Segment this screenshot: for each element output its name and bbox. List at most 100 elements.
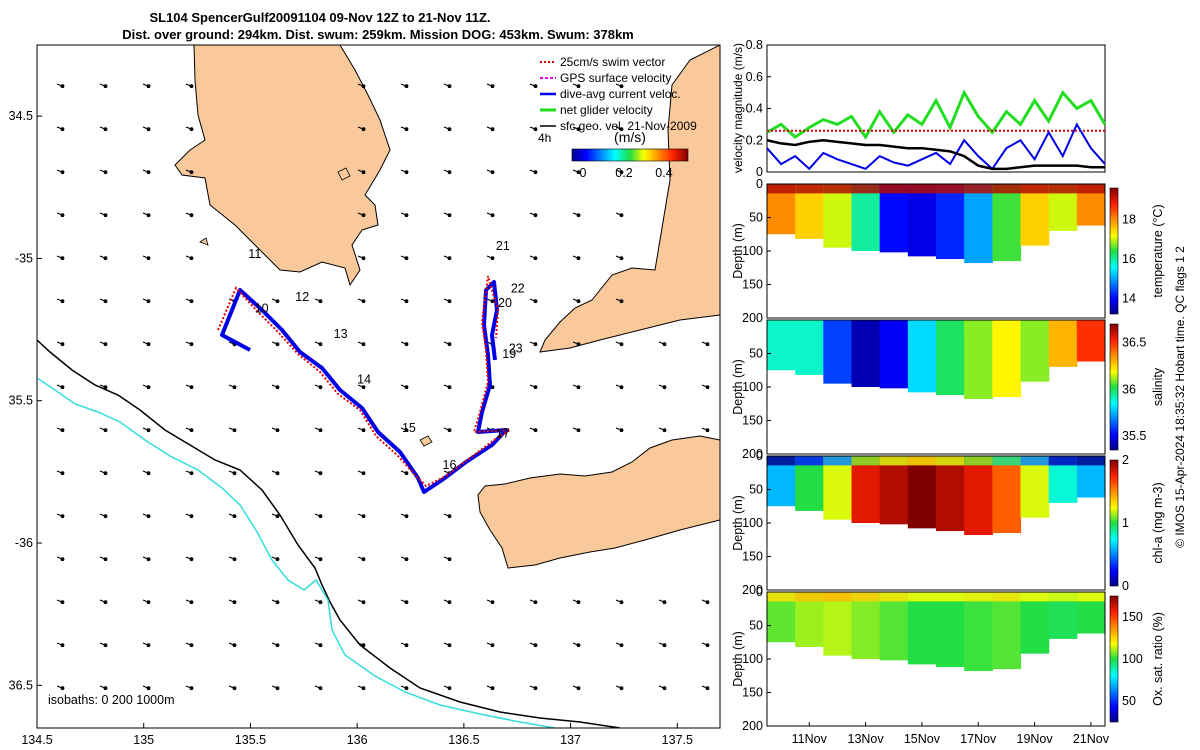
depth-tick-label: 100 [742,516,763,530]
map-cb-tick-2: 0.4 [655,166,672,180]
sfc-velocity-arrow [357,298,366,304]
colorbar-tick-label: 18 [1122,213,1136,227]
sfc-velocity-arrow [99,556,108,562]
copyright-note: © IMOS 15-Apr-2024 18:35:32 Hobart time.… [1173,246,1187,548]
sfc-velocity-arrow [314,556,323,562]
lat-tick-label: 35.5 [9,394,33,408]
sfc-velocity-arrow [443,685,452,691]
sfc-velocity-arrow [486,169,495,175]
isobath-1000m [37,377,556,728]
colorbar-tick-label: 14 [1122,291,1136,305]
waypoint-label: 17 [496,427,510,441]
depth-tick-label: 100 [742,244,763,258]
section-surface-cell [907,184,937,194]
legend-gps-label: GPS surface velocity [560,71,671,85]
sfc-velocity-arrow [99,169,108,175]
velocity-panel: 0 0.2 0.4 0.6 0.8 velocity magnitude (m/s) [731,38,1107,179]
sfc-velocity-arrow [701,384,710,390]
sfc-velocity-arrow [658,599,667,605]
sfc-velocity-arrow [443,212,452,218]
sfc-velocity-arrow [99,126,108,132]
section-surface-cell [795,592,824,602]
section-surface-cell [1076,320,1105,330]
section-cell [1020,320,1050,382]
sfc-velocity-arrow [357,513,366,519]
sfc-velocity-arrow [400,298,409,304]
sfc-velocity-arrow [271,427,280,433]
sfc-velocity-arrow [572,341,581,347]
section-cell [851,320,881,387]
sfc-velocity-arrow [357,83,366,89]
section-cells [767,592,1105,672]
colorbar-tick-label: 36.5 [1122,336,1146,350]
sfc-velocity-arrow [142,513,151,519]
lat-tick-label: 34.5 [9,109,33,123]
section-cell [907,592,937,665]
sfc-velocity-arrow [572,169,581,175]
section-cell [907,184,937,257]
time-tick-label: 11Nov [792,732,828,746]
section-surface-cell [992,592,1022,602]
sfc-velocity-arrow [314,384,323,390]
sfc-velocity-arrow [56,470,65,476]
sfc-velocity-arrow [529,298,538,304]
sfc-velocity-arrow [99,470,108,476]
sfc-velocity-arrow [658,685,667,691]
time-tick-label: 19Nov [1017,732,1054,746]
section-surface-cell [1076,592,1105,602]
depth-ylabel: Depth (m) [731,495,745,551]
sfc-velocity-arrow [486,685,495,691]
sfc-velocity-arrow [572,384,581,390]
section-surface-cell [1076,184,1105,194]
sfc-velocity-arrow [701,341,710,347]
sfc-velocity-arrow [56,384,65,390]
sfc-velocity-arrow [185,513,194,519]
section-surface-cell [879,592,909,602]
waypoint-label: 21 [496,239,510,253]
section-colorbar [1109,595,1119,723]
section-surface-cell [936,592,965,602]
sfc-velocity-arrow [400,513,409,519]
colorbar-tick-label: 36 [1122,382,1136,396]
sfc-velocity-arrow [615,169,624,175]
sfc-velocity-arrow [400,384,409,390]
sfc-velocity-arrow [529,212,538,218]
sfc-velocity-arrow [572,298,581,304]
section-surface-cell [879,456,909,466]
sfc-velocity-arrow [400,685,409,691]
depth-tick-label: 50 [749,619,763,633]
velocity-series [766,89,1107,171]
sfc-velocity-arrow [271,298,280,304]
section-cell [879,320,909,389]
section-surface-cell [823,184,853,194]
sfc-velocity-arrow [529,427,538,433]
sfc-velocity-arrow [271,599,280,605]
sfc-velocity-arrow [486,126,495,132]
sfc-velocity-arrow [701,599,710,605]
section-surface-cell [936,320,965,330]
sfc-velocity-arrow [357,212,366,218]
waypoint-label: 20 [498,296,512,310]
sfc-velocity-arrow [56,169,65,175]
waypoint-label: 19 [502,347,516,361]
section-surface-cell [907,320,937,330]
sfc-velocity-arrow [357,556,366,562]
section-cell [1020,456,1050,518]
land-kangaroo-island [477,435,720,569]
map-frame [36,44,721,729]
section-cell [1020,184,1050,246]
section-surface-cell [964,592,993,602]
depth-tick-label: 0 [756,177,763,191]
section-surface-cell [992,320,1022,330]
sfc-velocity-arrow [142,427,151,433]
waypoint-label: 11 [248,247,261,261]
section-surface-cell [992,456,1022,466]
section-panel: 0 50 100 150 200 Depth (m) 14 16 18 temperature (… [731,177,1165,325]
track-swim-vectors [217,275,511,488]
sfc-velocity-arrow [486,599,495,605]
section-cell [964,320,993,400]
depth-tick-label: 0 [756,449,763,463]
section-surface-cell [767,592,796,602]
sfc-velocity-arrow [400,427,409,433]
sfc-velocity-arrow [615,83,624,89]
